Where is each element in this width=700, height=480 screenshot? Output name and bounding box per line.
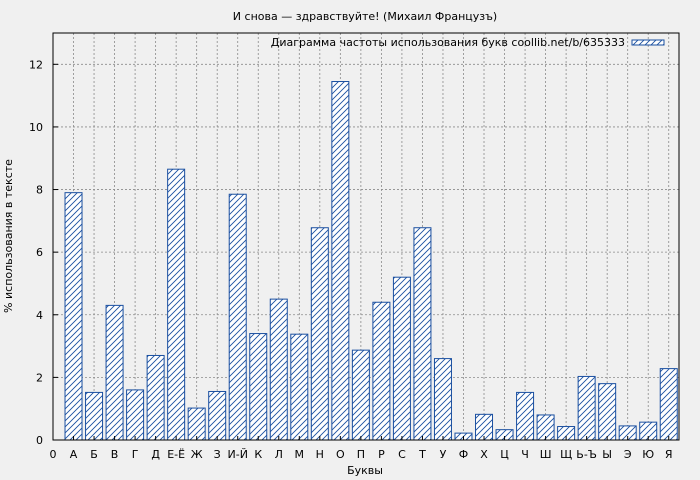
bar (167, 168, 186, 441)
bar (85, 391, 104, 441)
bar (372, 301, 391, 441)
x-tick-label: Ч (521, 448, 529, 461)
bar (249, 333, 268, 441)
x-tick-label: 0 (50, 448, 57, 461)
x-tick-label: О (336, 448, 345, 461)
bars (64, 81, 678, 441)
bar (146, 354, 165, 441)
x-tick-label: Л (275, 448, 283, 461)
x-tick-label: У (440, 448, 447, 461)
bar (310, 227, 329, 441)
bar (413, 227, 432, 441)
chart-title: И снова — здравствуйте! (Михаил Французъ… (233, 10, 497, 23)
x-tick-label: Н (316, 448, 324, 461)
y-tick-label: 6 (36, 246, 43, 259)
y-axis-label: % использования в тексте (2, 159, 15, 313)
x-tick-label: И-Й (228, 448, 248, 461)
y-tick-label: 10 (29, 121, 43, 134)
legend: Диаграмма частоты использования букв coo… (271, 36, 665, 49)
y-tick-label: 12 (29, 58, 43, 71)
bar (290, 333, 309, 441)
bar (269, 298, 288, 441)
x-tick-label: Ф (459, 448, 468, 461)
x-tick-label: Б (90, 448, 98, 461)
bar (105, 304, 124, 441)
x-tick-label: С (398, 448, 406, 461)
bar (598, 383, 617, 441)
bar (331, 81, 350, 441)
y-tick-label: 8 (36, 184, 43, 197)
x-tick-label: Э (624, 448, 632, 461)
x-tick-label: Ц (500, 448, 509, 461)
bar (126, 389, 145, 441)
x-tick-label: Д (151, 448, 160, 461)
x-tick-label: К (254, 448, 262, 461)
bar (392, 276, 411, 441)
bar (228, 193, 247, 441)
x-tick-label: П (357, 448, 365, 461)
y-tick-label: 2 (36, 371, 43, 384)
bar (64, 192, 83, 441)
x-tick-label: Х (480, 448, 488, 461)
plot-frame (52, 32, 680, 441)
bar (351, 349, 370, 441)
x-tick-label: Ю (642, 448, 654, 461)
x-tick-label: Щ (560, 448, 572, 461)
bar (577, 375, 596, 441)
y-tick-label: 4 (36, 309, 43, 322)
bar (433, 358, 452, 441)
x-tick-label: А (70, 448, 78, 461)
y-tick-label: 0 (36, 434, 43, 447)
legend-swatch (631, 39, 665, 46)
x-axis-label: Буквы (347, 464, 383, 477)
x-tick-label: В (111, 448, 119, 461)
x-tick-label: Г (132, 448, 139, 461)
x-tick-label: М (295, 448, 305, 461)
x-tick-label: З (214, 448, 221, 461)
bar (187, 407, 206, 441)
x-tick-label: Ш (540, 448, 552, 461)
bar (659, 368, 678, 441)
x-tick-label: Ж (191, 448, 203, 461)
x-tick-label: Ы (602, 448, 612, 461)
x-tick-label: Р (378, 448, 385, 461)
x-tick-label: Ь-Ъ (576, 448, 597, 461)
x-tick-label: Е-Ё (167, 448, 185, 461)
y-axis: 0 2 4 6 8 10 12 (29, 58, 58, 447)
x-axis: 0 А Б В Г Д Е-Ё Ж З И-Й К Л М Н О П Р С Т У Ф Х Ц Ч Ш Щ Ь-Ъ Ы Э Ю Я (50, 436, 673, 461)
bar (516, 391, 535, 441)
legend-label: Диаграмма частоты использования букв coo… (271, 36, 625, 49)
x-tick-label: Я (665, 448, 673, 461)
x-tick-label: Т (418, 448, 426, 461)
bar (208, 390, 227, 441)
